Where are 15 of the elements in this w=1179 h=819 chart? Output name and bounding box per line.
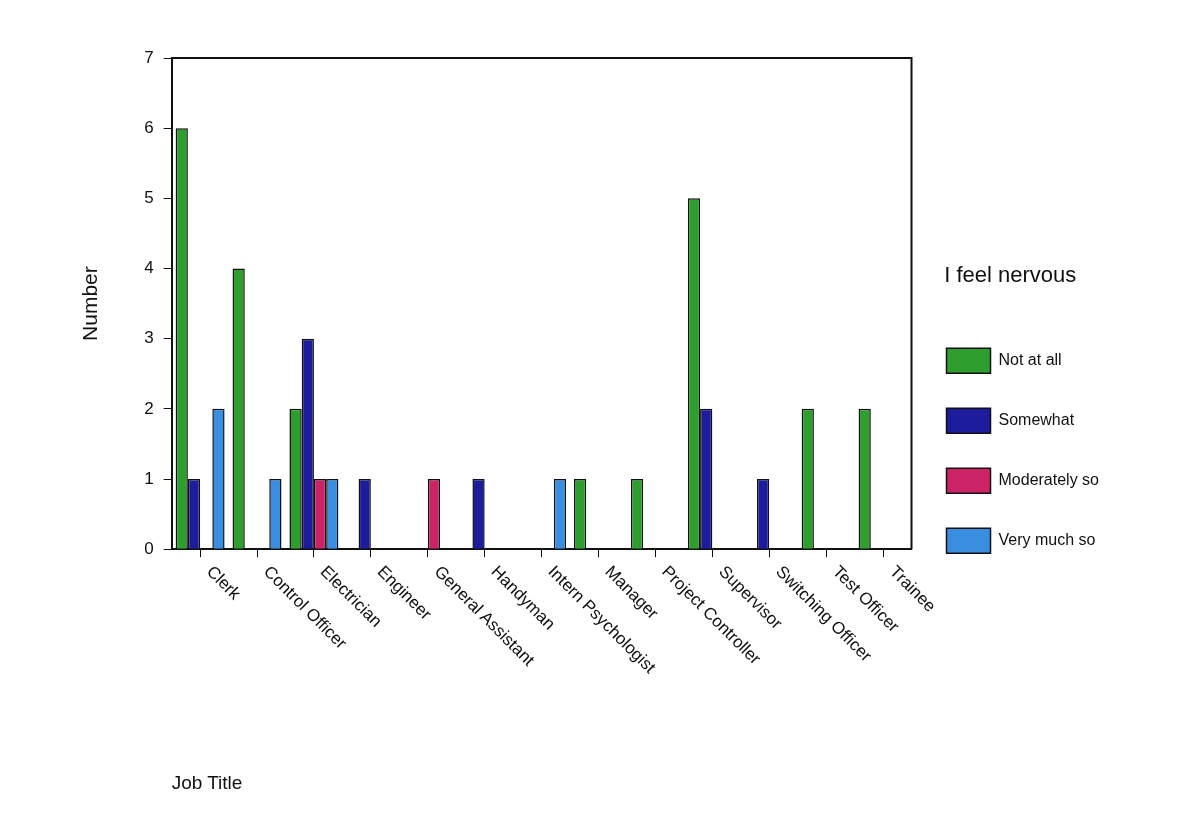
y-axis-title: Number xyxy=(78,266,102,341)
y-tick-label: 5 xyxy=(144,188,154,208)
legend-label: Moderately so xyxy=(998,471,1100,489)
x-axis-title: Job Title xyxy=(171,771,243,793)
y-tick-label: 1 xyxy=(144,468,154,488)
legend-label: Not at all xyxy=(998,351,1062,369)
y-tick-label: 0 xyxy=(144,538,154,558)
y-tick-label: 2 xyxy=(144,398,154,418)
legend-label: Somewhat xyxy=(998,411,1075,429)
y-tick-label: 6 xyxy=(144,117,154,137)
y-tick-label: 4 xyxy=(144,258,154,278)
y-tick-label: 7 xyxy=(144,47,154,67)
legend-title: I feel nervous xyxy=(944,261,1077,287)
y-tick-label: 3 xyxy=(144,328,154,348)
legend-label: Very much so xyxy=(998,531,1096,549)
